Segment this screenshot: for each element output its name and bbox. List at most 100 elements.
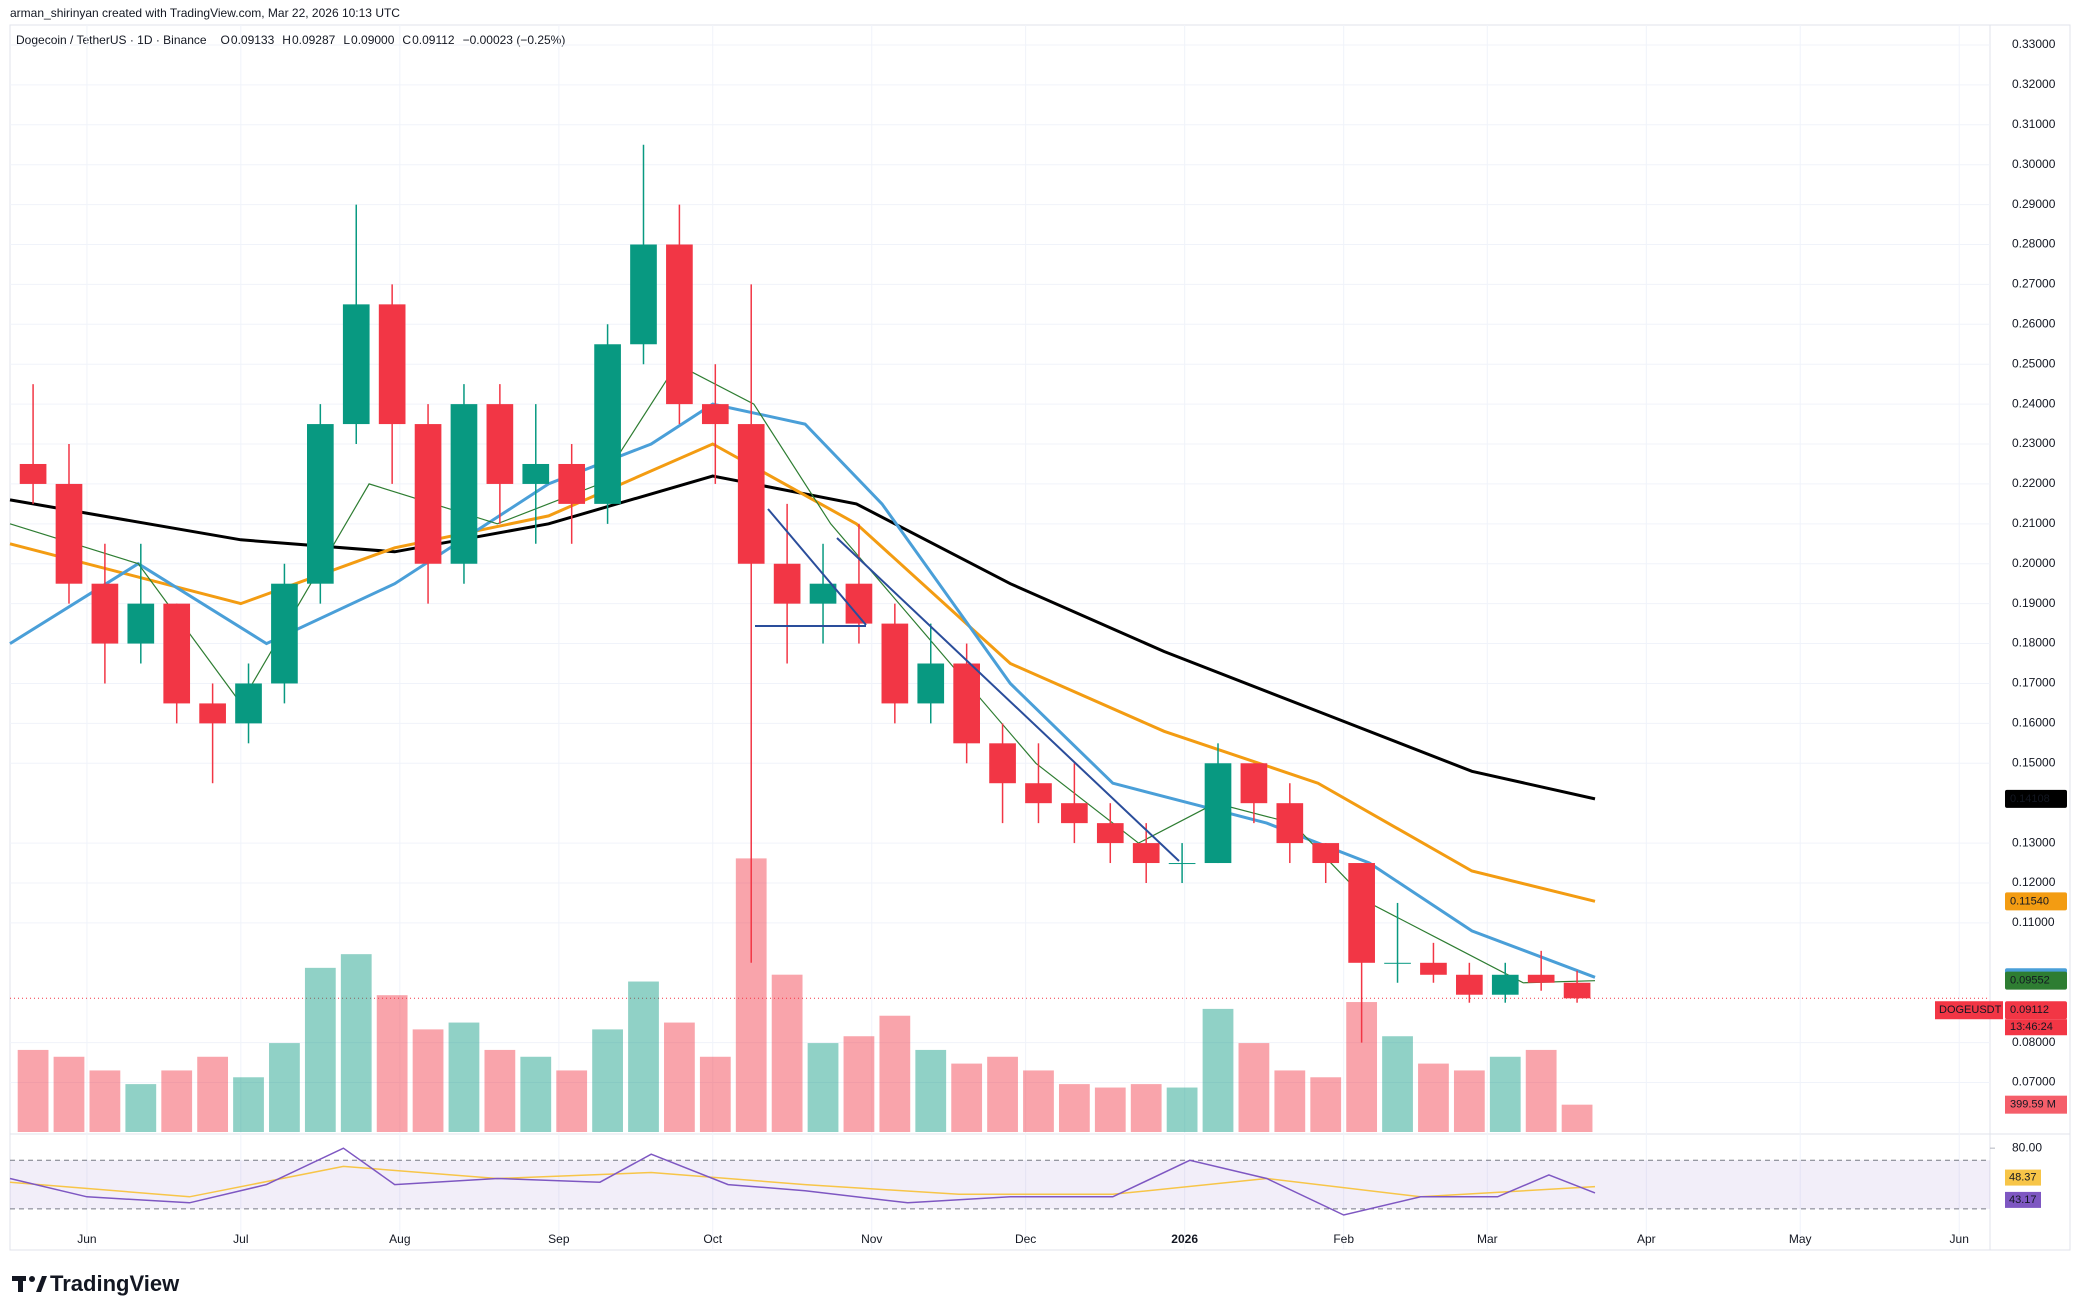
volume-bar: [807, 1043, 839, 1132]
candle-body: [19, 463, 47, 484]
volume-bar: [89, 1070, 121, 1132]
volume-bar: [843, 1036, 875, 1132]
volume-bar: [1382, 1036, 1413, 1132]
volume-bar: [1489, 1056, 1521, 1132]
volume-bar: [161, 1070, 193, 1132]
volume-bar: [951, 1063, 983, 1132]
volume-bar: [197, 1056, 229, 1132]
y-tick-label: 0.33000: [2012, 37, 2056, 51]
frame: [9, 24, 2071, 1251]
rsi-ma-label-bg: [2005, 1169, 2041, 1186]
y-tick-label: 0.32000: [2012, 77, 2056, 91]
volume-bar: [664, 1022, 695, 1132]
candle-body: [1204, 763, 1232, 864]
candle-body: [594, 344, 621, 504]
grid: [10, 25, 1990, 1250]
candle-body: [414, 424, 442, 564]
volume-bar: [17, 1049, 49, 1132]
logo: TradingView: [12, 1271, 180, 1296]
rsi-label: 43.17: [2009, 1194, 2037, 1206]
volume-bar: [1166, 1087, 1198, 1132]
candle-body: [1096, 823, 1124, 844]
x-tick-label: Dec: [1015, 1232, 1036, 1246]
y-tick-label: 0.15000: [2012, 755, 2056, 769]
candle-body: [917, 663, 945, 704]
volume-label-bg: [2005, 1095, 2067, 1114]
x-tick-label: Mar: [1477, 1232, 1498, 1246]
volume-bar: [53, 1056, 85, 1132]
ohlc-key: O: [221, 33, 230, 47]
rsi-tick-label: 80.00: [2012, 1140, 2042, 1154]
candle-body: [1491, 974, 1519, 995]
rsi-band: [10, 1160, 1990, 1209]
candle-body: [809, 583, 837, 604]
volume-bar: [340, 954, 372, 1132]
volume-bar: [412, 1029, 444, 1132]
moving-averages: [9, 363, 1596, 984]
logo-icon: [29, 1276, 35, 1282]
x-tick-label: Jun: [1950, 1232, 1969, 1246]
candle-body: [666, 244, 693, 405]
countdown-bg: [2005, 1019, 2067, 1036]
y-tick-label: 0.11000: [2012, 915, 2055, 929]
candle-body: [1384, 962, 1411, 964]
ma-value-label: 0.11540: [2010, 895, 2049, 907]
candle-body: [1132, 843, 1160, 864]
candle-body: [522, 463, 550, 484]
y-tick-label: 0.26000: [2012, 316, 2056, 330]
last-price-label-bg: [2005, 1001, 2067, 1020]
volume-bar: [699, 1056, 731, 1132]
volume-bar: [1418, 1063, 1449, 1132]
logo-text: TradingView: [50, 1271, 180, 1296]
candle-body: [1240, 763, 1268, 804]
volume-bar: [484, 1049, 516, 1132]
x-tick-label: Apr: [1637, 1232, 1656, 1246]
volume-bar: [915, 1049, 947, 1132]
rsi-label-bg: [2005, 1191, 2041, 1208]
x-tick-label: Feb: [1333, 1232, 1354, 1246]
ma-value-label-bg: [2005, 971, 2067, 990]
candle-body: [1563, 982, 1591, 999]
y-tick-label: 0.22000: [2012, 476, 2056, 490]
symbol-label: DOGEUSDT: [1939, 1004, 2002, 1016]
x-tick-label: Aug: [389, 1232, 410, 1246]
candle-body: [378, 304, 406, 425]
candle-body: [55, 483, 83, 584]
x-tick-label: 2026: [1171, 1232, 1198, 1246]
logo-icon: [36, 1276, 47, 1292]
y-tick-label: 0.30000: [2012, 157, 2056, 171]
candle-body: [486, 404, 514, 484]
candle-body: [953, 663, 980, 744]
y-tick-label: 0.27000: [2012, 277, 2056, 291]
candle-body: [342, 304, 370, 425]
x-tick-label: Oct: [703, 1232, 722, 1246]
moving-average: [9, 402, 1596, 979]
ohlc-value: 0.09287: [292, 33, 336, 47]
candle-body: [163, 603, 191, 704]
candle-body: [1420, 962, 1447, 975]
volume-bar: [304, 967, 336, 1132]
candle-body: [271, 583, 298, 684]
symbol-label-bg: [1935, 1001, 2003, 1020]
rsi-line: [9, 1147, 1596, 1216]
ohlc-change: −0.00023 (−0.25%): [463, 33, 566, 47]
moving-average: [9, 474, 1596, 801]
x-tick-label: Nov: [861, 1232, 882, 1246]
volume-bar: [1525, 1049, 1557, 1132]
volume-bar: [1058, 1084, 1090, 1132]
moving-average: [9, 442, 1596, 903]
credit: arman_shirinyan created with TradingView…: [10, 6, 400, 20]
volume: [17, 858, 1593, 1132]
candle-body: [199, 703, 226, 724]
candle-body: [1061, 803, 1088, 824]
candle-body: [1276, 803, 1304, 844]
y-tick-label: 0.07000: [2012, 1075, 2056, 1089]
y-tick-label: 0.28000: [2012, 237, 2056, 251]
ma-value-label: 0.14108: [2010, 793, 2050, 805]
y-tick-label: 0.17000: [2012, 676, 2056, 690]
volume-bar: [628, 981, 659, 1132]
candle-body: [307, 424, 334, 584]
volume-bar: [376, 995, 408, 1132]
ma-value-label-bg: [2005, 892, 2067, 911]
candle-body: [91, 583, 119, 644]
